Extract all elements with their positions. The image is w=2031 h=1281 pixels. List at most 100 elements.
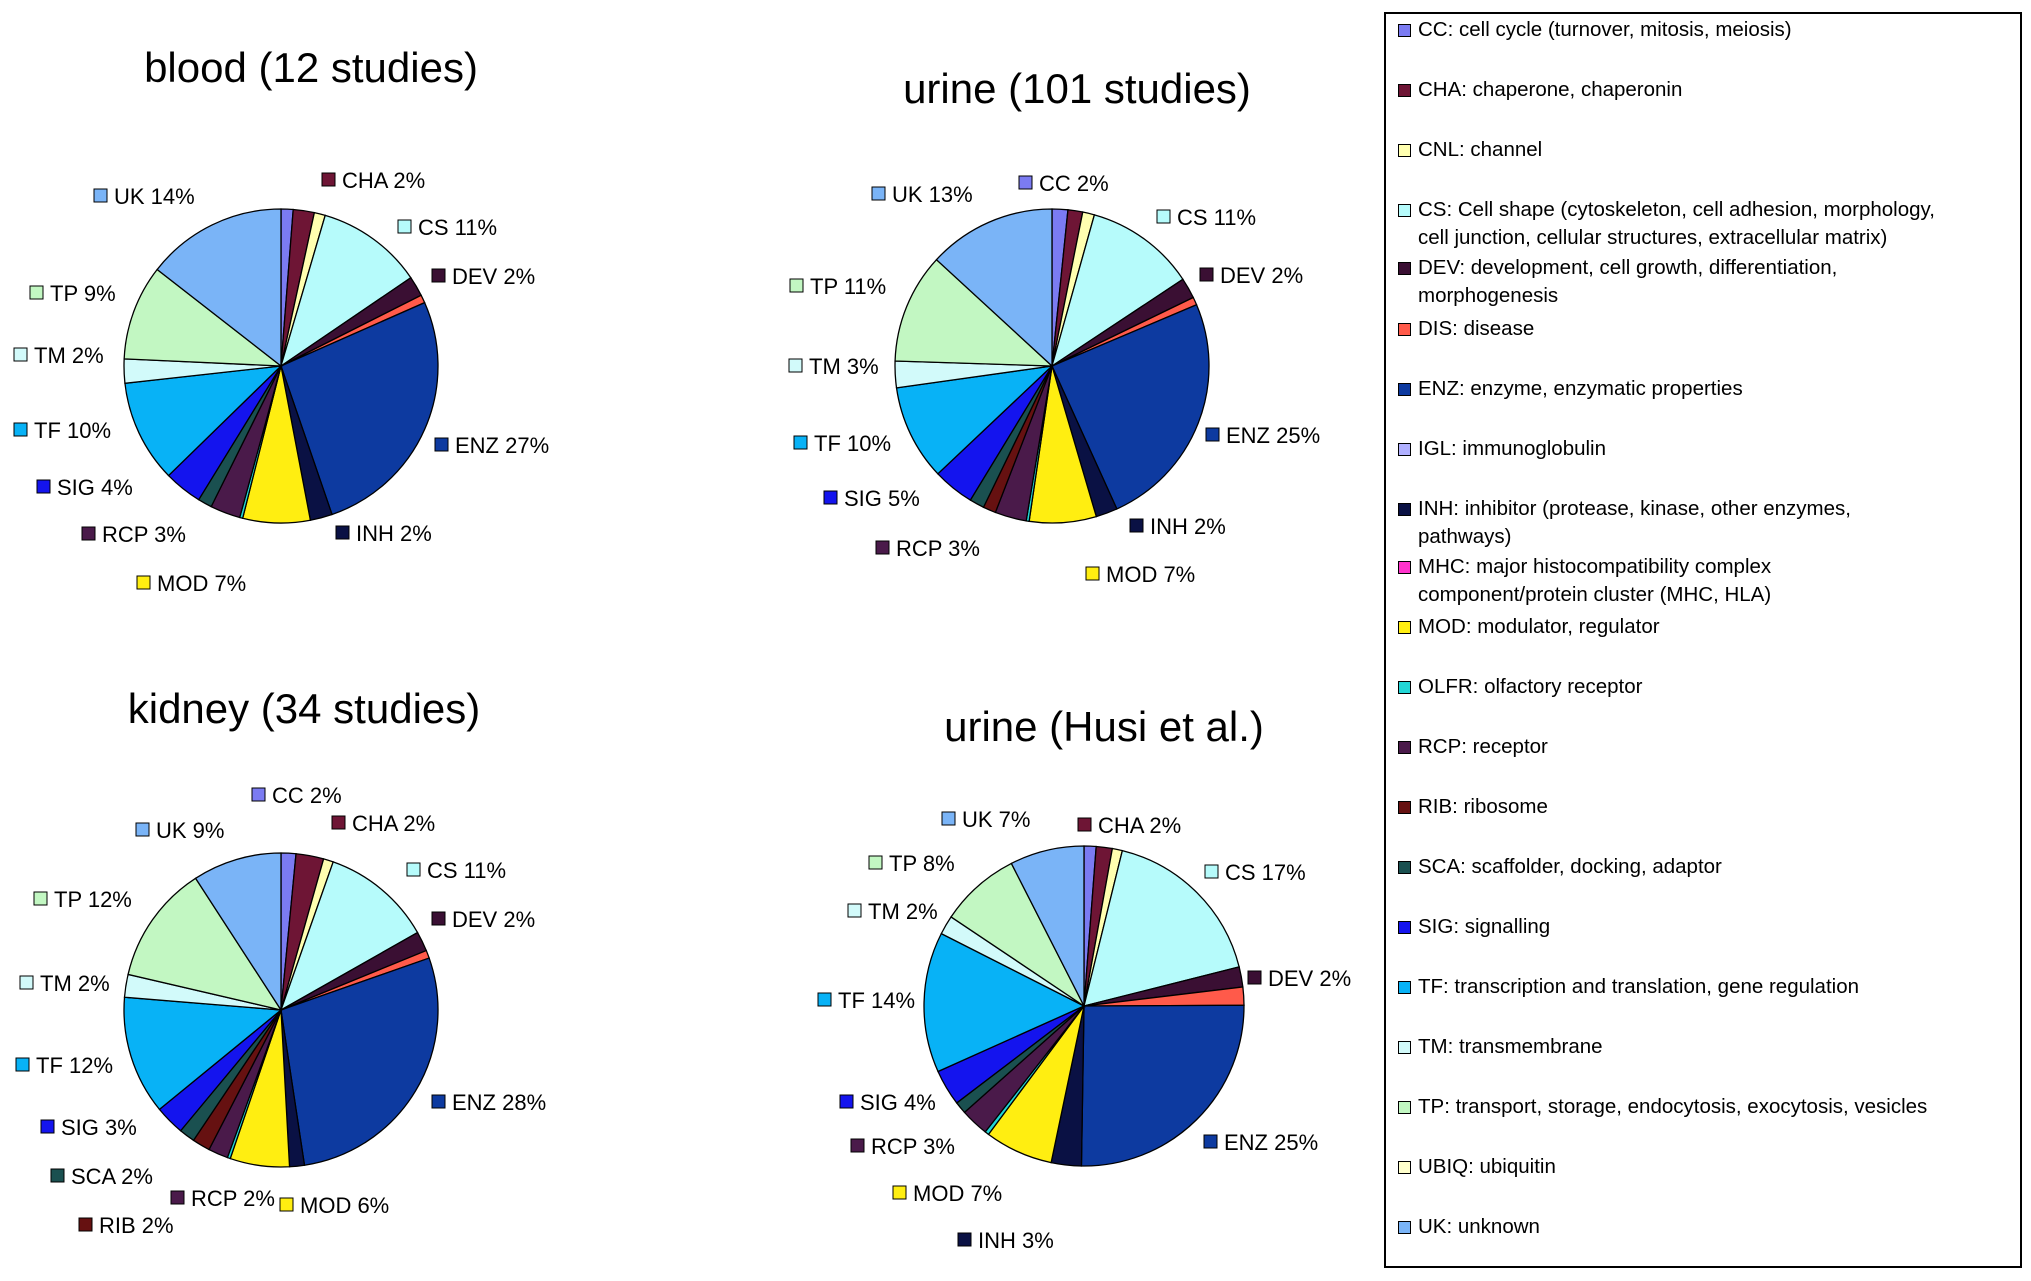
slice-label-swatch [1156,209,1171,224]
slice-label-uk: UK 13% [892,182,973,207]
slice-label-swatch [13,347,28,362]
slice-label-enz: ENZ 28% [452,1090,546,1115]
slice-label-swatch [1205,427,1220,442]
legend-text: CC: cell cycle (turnover, mitosis, meios… [1418,16,2018,44]
slice-label-tf: TF 10% [34,418,111,443]
pie-slice-enz [1080,1004,1245,1167]
legend-text: TF: transcription and translation, gene … [1418,973,2018,1001]
slice-label-mod: MOD 7% [157,571,246,596]
slice-label-swatch [1129,518,1144,533]
pie-slice-enz [280,957,439,1166]
slice-label-sig: SIG 4% [57,475,133,500]
slice-label-mod: MOD 7% [913,1181,1002,1206]
slice-label-swatch [957,1232,972,1247]
legend-text: TP: transport, storage, endocytosis, exo… [1418,1093,2018,1121]
slice-label-swatch [136,575,151,590]
slice-label-swatch [29,285,44,300]
slice-label-cc: CC 2% [272,783,342,808]
slice-label-inh: INH 2% [1150,514,1226,539]
legend-text: DIS: disease [1418,315,2018,343]
slice-label-swatch [13,422,28,437]
pie-slice-uk [156,208,282,368]
slice-label-tp: TP 12% [54,887,132,912]
slice-label-cha: CHA 2% [1098,813,1181,838]
legend: CC: cell cycle (turnover, mitosis, meios… [1384,12,2022,1268]
slice-label-swatch [431,268,446,283]
legend-text: RCP: receptor [1418,733,2018,761]
legend-text: UBIQ: ubiquitin [1418,1153,2018,1181]
pie-slice-enz [280,301,439,516]
slice-label-swatch [847,903,862,918]
legend-text: RIB: ribosome [1418,793,2018,821]
legend-line-continued: cell junction, cellular structures, extr… [1418,226,1888,249]
legend-line: TP: transport, storage, endocytosis, exo… [1418,1095,1928,1118]
slice-label-enz: ENZ 25% [1226,423,1320,448]
legend-swatch [1398,84,1411,97]
legend-line: UBIQ: ubiquitin [1418,1155,1556,1178]
slice-label-tp: TP 11% [810,274,886,299]
legend-swatch [1398,981,1411,994]
slice-label-dev: DEV 2% [1268,966,1351,991]
pie-urine: CC 2% CS 11% DEV 2% ENZ 25% INH 2% MOD 7% RCP … [788,171,1320,587]
slice-label-tf: TF 12% [36,1053,113,1078]
pie-slice-tp [123,268,284,367]
slice-label-swatch [793,435,808,450]
slice-label-rcp: RCP 3% [871,1134,955,1159]
legend-text: MOD: modulator, regulator [1418,613,2018,641]
legend-swatch [1398,681,1411,694]
legend-line: CS: Cell shape (cytoskeleton, cell adhes… [1418,198,1935,221]
legend-line: CC: cell cycle (turnover, mitosis, meios… [1418,18,1792,41]
legend-text: TM: transmembrane [1418,1033,2018,1061]
legend-text: MHC: major histocompatibility complex com… [1418,553,2018,609]
slice-label-rcp: RCP 2% [191,1186,275,1211]
slice-label-cs: CS 11% [418,215,497,240]
legend-swatch [1398,861,1411,874]
slice-label-swatch [335,525,350,540]
legend-swatch [1398,1101,1411,1114]
legend-swatch [1398,383,1411,396]
slice-label-tm: TM 3% [809,354,879,379]
pie-slice-tf [124,365,283,477]
legend-text: SIG: signalling [1418,913,2018,941]
slice-label-tm: TM 2% [40,971,110,996]
legend-swatch [1398,741,1411,754]
slice-label-swatch [321,172,336,187]
pie-slice-cs [279,861,419,1012]
slice-label-uk: UK 9% [156,818,224,843]
slice-label-swatch [892,1185,907,1200]
legend-text: OLFR: olfactory receptor [1418,673,2018,701]
slice-label-swatch [78,1217,93,1232]
pie-slice-uk [1010,845,1085,1007]
legend-line: RIB: ribosome [1418,795,1548,818]
slice-label-swatch [788,358,803,373]
legend-line: OLFR: olfactory receptor [1418,675,1643,698]
pie-slice-tp [894,258,1054,367]
slice-label-tf: TF 10% [814,431,891,456]
slice-label-dev: DEV 2% [452,264,535,289]
pie-urine-husi: CHA 2% CS 17% DEV 2% ENZ 25% INH 3% MOD 7% RCP… [817,807,1351,1253]
slice-label-rcp: RCP 3% [102,522,186,547]
legend-text: CHA: chaperone, chaperonin [1418,76,2018,104]
legend-swatch [1398,144,1411,157]
legend-swatch [1398,561,1411,574]
legend-line: INH: inhibitor (protease, kinase, other … [1418,497,1851,520]
slice-label-rcp: RCP 3% [896,536,980,561]
pie-slice-tf [123,996,283,1111]
slice-label-swatch [1077,817,1092,832]
pie-slice-cs [279,214,412,368]
slice-label-tp: TP 9% [50,281,116,306]
slice-label-swatch [40,1119,55,1134]
legend-line: UK: unknown [1418,1215,1540,1238]
pie-slice-enz [1051,303,1210,510]
chart-title-blood: blood (12 studies) [144,44,478,91]
legend-line: DEV: development, cell growth, different… [1418,256,1838,279]
slice-label-mod: MOD 6% [300,1193,389,1218]
slice-label-swatch [33,891,48,906]
slice-label-cha: CHA 2% [342,168,425,193]
slice-label-swatch [19,975,34,990]
slice-label-dev: DEV 2% [452,907,535,932]
legend-line-continued: component/protein cluster (MHC, HLA) [1418,583,1772,606]
legend-swatch [1398,1161,1411,1174]
legend-swatch [1398,503,1411,516]
pie-slice-tf [923,932,1086,1073]
